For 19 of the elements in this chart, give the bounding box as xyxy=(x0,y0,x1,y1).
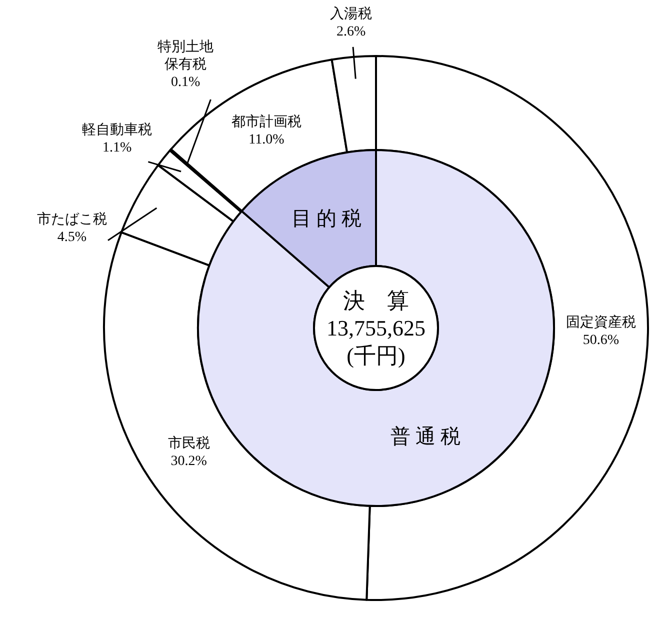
text: 13,755,625 xyxy=(326,316,426,340)
data-label: 50.6% xyxy=(582,333,620,348)
text: 決 算 xyxy=(343,288,409,313)
text: (千円) xyxy=(346,343,406,368)
slice-label: 固定資産税 xyxy=(566,314,636,331)
slice-label: 特別土地保有税 xyxy=(158,38,214,72)
slice-label: 市民税 xyxy=(168,436,210,452)
slice-label: 市たばこ税 xyxy=(36,211,107,228)
slice-label: 目 的 税 xyxy=(291,208,362,230)
data-label: 2.6% xyxy=(336,24,366,40)
data-label: 30.2% xyxy=(170,454,208,470)
data-label: 0.1% xyxy=(170,74,200,90)
slice-label: 入湯税 xyxy=(330,6,372,22)
data-label: 1.1% xyxy=(102,140,132,156)
data-label: 4.5% xyxy=(57,230,87,245)
slice-label: 軽自動車税 xyxy=(82,122,152,138)
slice-label: 普 通 税 xyxy=(390,425,461,448)
slice-label: 都市計画税 xyxy=(231,114,302,130)
data-label: 11.0% xyxy=(248,132,285,148)
